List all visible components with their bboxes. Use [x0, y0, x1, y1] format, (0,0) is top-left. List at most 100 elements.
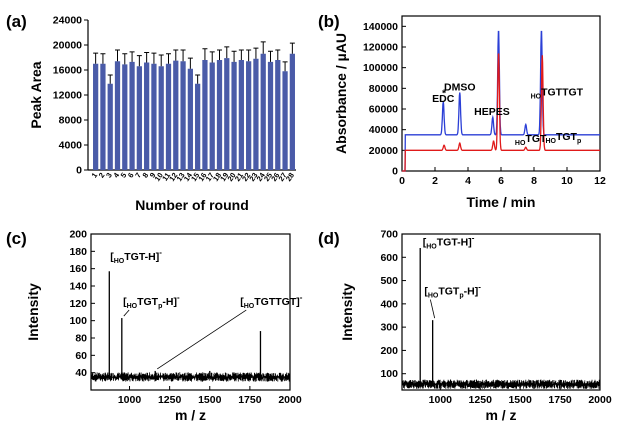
- y-tick-label: 4000: [59, 140, 83, 152]
- annotation-text: -H]: [464, 286, 479, 298]
- bar: [165, 63, 172, 170]
- bar: [209, 62, 215, 170]
- x-axis-title: m / z: [485, 407, 516, 423]
- x-tick-label: 1500: [198, 394, 222, 406]
- x-tick-label: 2: [432, 175, 438, 187]
- y-tick-label: 500: [380, 275, 398, 287]
- y-tick-label: 100: [69, 315, 87, 327]
- annotation-text: TGT: [438, 286, 460, 298]
- y-tick-label: 140000: [363, 21, 398, 33]
- y-tick-label: 60: [75, 350, 87, 362]
- y-tick-label: 180: [69, 246, 87, 258]
- y-axis-title: Peak Area: [28, 61, 44, 128]
- y-tick-label: 20000: [369, 145, 398, 157]
- bar: [136, 66, 142, 170]
- x-tick-label: 4: [111, 170, 121, 179]
- annotation-pointer: [429, 299, 436, 319]
- annotation-subscript: HO: [114, 258, 125, 265]
- y-tick-label: 80000: [369, 83, 398, 95]
- annotation-subscript: HO: [244, 303, 255, 310]
- x-tick-label: 1000: [429, 394, 453, 406]
- annotation-text: TGT: [137, 296, 159, 308]
- annotation-superscript: -: [300, 293, 303, 302]
- bar: [202, 60, 208, 170]
- annotation-subscript: p: [577, 138, 581, 145]
- peak-annotation: [HOTGTp-H]-: [424, 283, 481, 300]
- chart-b: 0 2 4 6 8 10 12 0 20000 40000 60000 80000 100000 1200…: [333, 15, 606, 210]
- annotation-superscript: -: [478, 283, 481, 292]
- x-tick-label: 28: [284, 171, 296, 183]
- bar: [122, 64, 128, 170]
- x-tick-label: 2000: [588, 394, 612, 406]
- annotation-bracket: [: [424, 286, 428, 298]
- x-tick-label: 4: [465, 175, 471, 187]
- x-axis-title: Time / min: [467, 194, 536, 210]
- plot-frame: [90, 233, 291, 391]
- annotation-bracket: [: [423, 237, 427, 249]
- x-tick-label: 18: [211, 171, 223, 183]
- peak-annotation: DMSO: [444, 81, 476, 93]
- bar: [289, 53, 295, 170]
- annotation-superscript: -: [472, 234, 475, 243]
- x-tick-label: 1750: [238, 394, 262, 406]
- peak-annotation: [HOTGTTGT]-: [240, 293, 303, 310]
- trace-blue: [402, 30, 600, 172]
- annotation-subscript: HO: [428, 293, 439, 300]
- x-tick-label: 12: [167, 171, 179, 183]
- y-tick-label: 60000: [369, 104, 398, 116]
- y-tick-label: 600: [380, 252, 398, 264]
- x-tick-label: 6: [498, 175, 504, 187]
- annotation-subscript: HO: [545, 138, 556, 145]
- x-tick-label: 20: [226, 171, 238, 183]
- x-tick-label: 17: [204, 171, 216, 183]
- y-axis-title: Intensity: [25, 283, 41, 341]
- peak-annotation: HEPES: [474, 106, 510, 118]
- annotation-superscript: -: [177, 293, 180, 302]
- y-tick-label: 24000: [53, 15, 82, 27]
- annotation-text: TGT-H]: [124, 251, 159, 263]
- x-tick-label: 12: [594, 175, 606, 187]
- annotation-subscript: p: [158, 303, 162, 310]
- annotation-subscript: HO: [426, 244, 437, 251]
- x-tick-label: 9: [148, 171, 158, 180]
- chart-d: 1000 1250 1500 1750 2000 100 200 300 400 500 600 70…: [339, 229, 612, 424]
- y-tick-label: 120000: [363, 42, 398, 54]
- x-tick-label: 1250: [158, 394, 182, 406]
- y-tick-label: 200: [69, 229, 87, 241]
- bar: [158, 66, 164, 170]
- annotation-bracket: [: [240, 296, 244, 308]
- annotation-text: TGT: [525, 133, 547, 145]
- x-tick-label: 2: [97, 171, 107, 180]
- y-tick-label: 0: [76, 165, 82, 177]
- y-tick-label: 40000: [369, 124, 398, 136]
- x-tick-label: 1500: [508, 394, 532, 406]
- y-tick-label: 160: [69, 263, 87, 275]
- x-tick-label: 7: [133, 171, 143, 180]
- panel-label-b: (b): [318, 12, 340, 31]
- bar: [129, 61, 135, 170]
- bar: [260, 53, 266, 170]
- x-tick-label: 22: [240, 171, 252, 183]
- annotation-text: -H]: [162, 296, 177, 308]
- bar: [114, 61, 121, 170]
- annotation-bracket: [: [123, 296, 127, 308]
- noise-baseline: [90, 372, 291, 382]
- x-tick-label: 13: [175, 171, 187, 183]
- x-tick-label: 2000: [278, 394, 302, 406]
- y-tick-label: 120: [69, 298, 87, 310]
- x-tick-label: 5: [119, 171, 129, 180]
- chart-c: 1000 1250 1500 1750 2000 40 60 80 100 120 140 160 18…: [25, 229, 303, 424]
- peak-annotation: HOTGTTGT: [531, 87, 584, 101]
- y-tick-label: 8000: [59, 115, 83, 127]
- peak-annotation: [HOTGTp-H]-: [123, 293, 180, 310]
- y-tick-label: 300: [380, 322, 398, 334]
- y-tick-label: 12000: [53, 90, 82, 102]
- annotation-subscript: HO: [531, 94, 542, 101]
- bar: [231, 61, 237, 170]
- bar: [275, 60, 281, 170]
- y-tick-label: 200: [380, 345, 398, 357]
- peak-annotation: HOTGTp: [545, 131, 581, 145]
- bar: [100, 63, 106, 170]
- annotation-text: TGT: [556, 131, 578, 143]
- y-axis-title: Absorbance / µAU: [333, 33, 349, 154]
